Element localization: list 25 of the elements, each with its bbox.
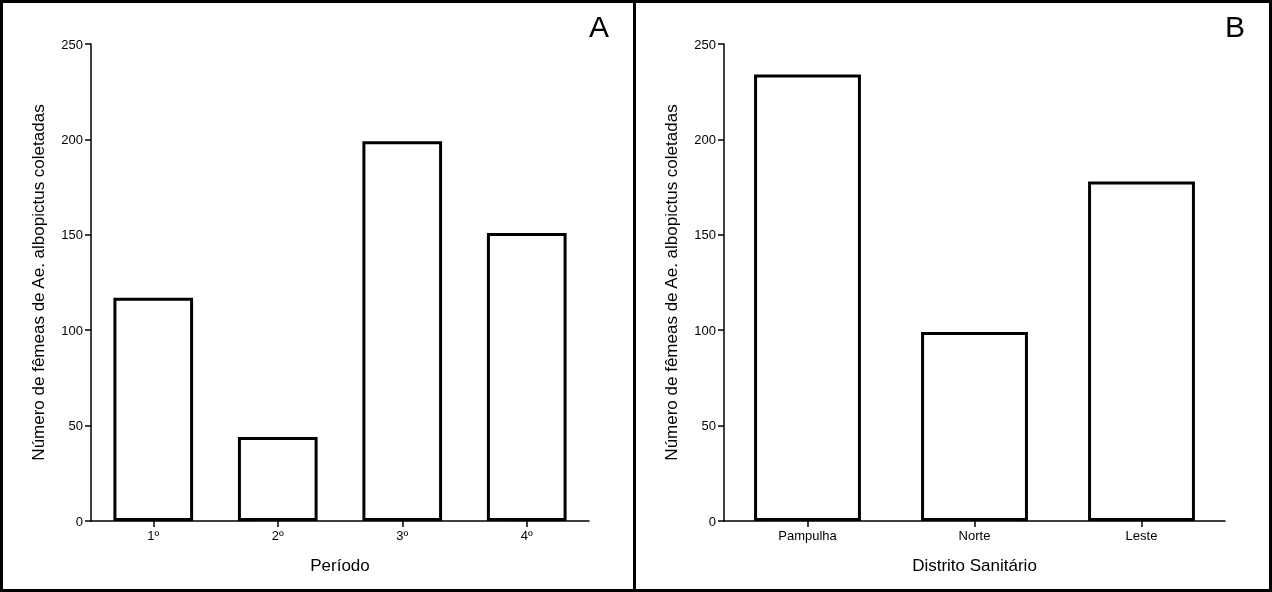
x-axis-title: Período: [310, 556, 370, 575]
y-tick-label: 200: [694, 131, 716, 147]
y-tick-label: 200: [61, 131, 83, 147]
text: A: [588, 9, 610, 43]
x-tick-label: 1º: [147, 528, 160, 543]
x-tick-label: Norte: [958, 528, 991, 543]
y-tick-label: 250: [61, 36, 83, 52]
y-tick-label: 100: [694, 322, 716, 338]
x-axis-title: Distrito Sanitário: [912, 556, 1037, 575]
y-tick-label: 150: [694, 227, 716, 243]
y-tick-label: 100: [61, 322, 83, 338]
y-tick-label: 0: [75, 513, 83, 529]
y-tick-label: 250: [694, 36, 716, 52]
x-tick-label: 4º: [520, 528, 533, 543]
text: B: [1224, 9, 1246, 43]
y-tick-label: 0: [708, 513, 716, 529]
y-axis-title: Número de fêmeas de Ae. albopictus coletadas: [662, 104, 681, 461]
y-tick-label: 50: [701, 418, 716, 434]
x-tick-label: Pampulha: [778, 528, 838, 543]
x-tick-label: 3º: [396, 528, 409, 543]
y-tick-label: 50: [68, 418, 83, 434]
x-tick-label: 2º: [271, 528, 284, 543]
x-tick-label: Leste: [1125, 528, 1158, 543]
y-axis-title: Número de fêmeas de Ae. albopictus coletadas: [29, 104, 48, 461]
y-tick-label: 150: [61, 227, 83, 243]
